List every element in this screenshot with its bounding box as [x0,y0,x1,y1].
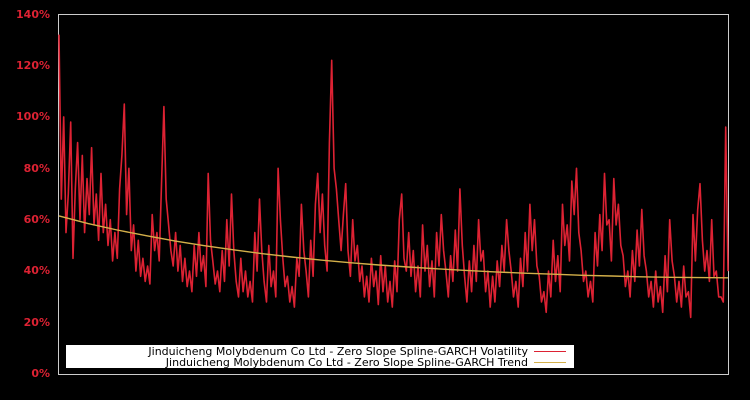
chart-legend: Jinduicheng Molybdenum Co Ltd - Zero Slo… [66,345,574,368]
y-tick-label: 0% [31,367,50,380]
legend-item-trend: Jinduicheng Molybdenum Co Ltd - Zero Slo… [166,357,566,368]
legend-swatch-trend [534,362,566,363]
legend-label: Jinduicheng Molybdenum Co Ltd - Zero Slo… [148,345,528,358]
y-tick-label: 140% [16,8,50,21]
trend-line [58,215,729,279]
y-tick-label: 40% [23,264,50,277]
legend-swatch-volatility [534,351,566,352]
legend-item-volatility: Jinduicheng Molybdenum Co Ltd - Zero Slo… [148,346,566,357]
volatility-line [58,34,729,319]
legend-label: Jinduicheng Molybdenum Co Ltd - Zero Slo… [165,356,528,369]
trend-series [58,215,729,279]
y-tick-label: 60% [23,213,50,226]
y-tick-label: 100% [16,110,50,123]
y-tick-label: 20% [23,316,50,329]
y-tick-label: 80% [23,162,50,175]
volatility-series [58,34,729,319]
y-tick-label: 120% [16,59,50,72]
plot-frame [58,14,729,375]
